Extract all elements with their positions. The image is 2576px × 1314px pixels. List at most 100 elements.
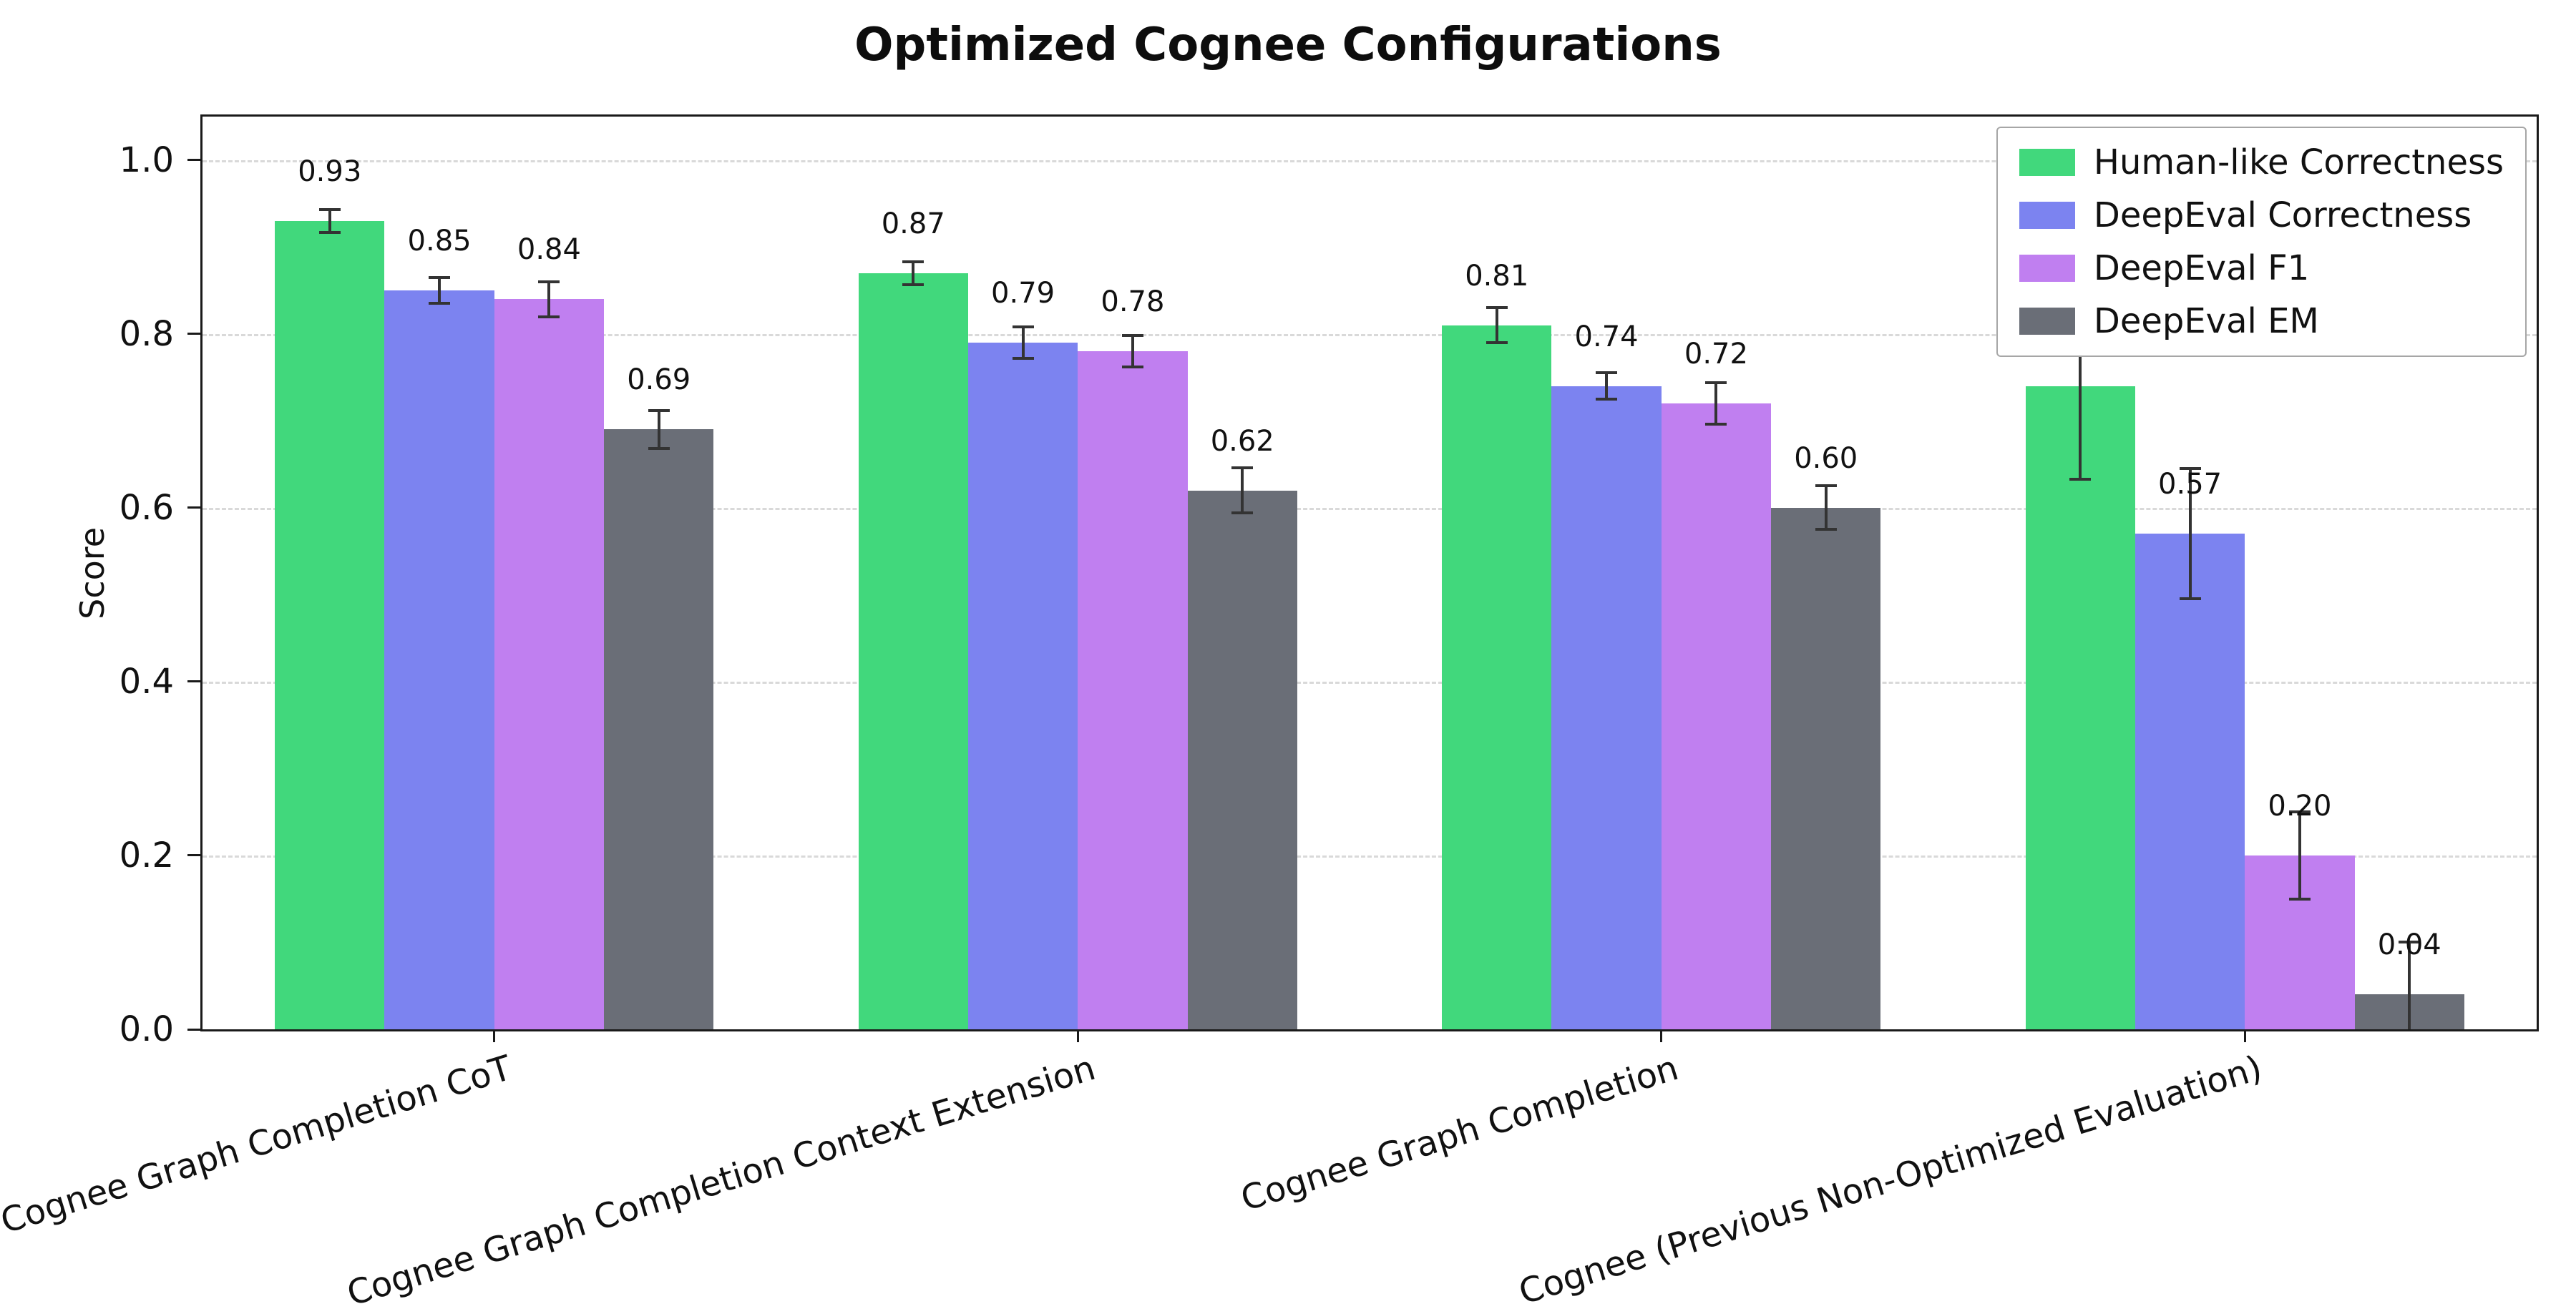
y-axis-label: Score <box>73 526 112 619</box>
bar-value-label: 0.74 <box>1574 320 1639 353</box>
y-tick-label: 0.2 <box>119 835 174 876</box>
error-bar-cap-top <box>538 280 560 283</box>
legend-entry: DeepEval EM <box>2019 301 2504 341</box>
error-bar-cap-top <box>1815 484 1837 488</box>
x-tick-mark <box>493 1029 496 1042</box>
error-bar <box>912 261 915 285</box>
error-bar-cap-bottom <box>2179 597 2201 601</box>
error-bar <box>547 281 551 317</box>
error-bar <box>328 210 331 232</box>
error-bar-cap-bottom <box>1231 511 1254 515</box>
y-tick-mark <box>187 506 200 509</box>
error-bar <box>1241 467 1244 514</box>
legend-swatch <box>2019 149 2075 176</box>
bar-value-label: 0.87 <box>881 207 945 240</box>
h-gridline <box>203 681 2537 684</box>
bar <box>967 342 1078 1029</box>
y-tick-mark <box>187 1028 200 1031</box>
y-tick-mark <box>187 854 200 857</box>
y-tick-mark <box>187 159 200 162</box>
error-bar-cap-bottom <box>648 447 670 451</box>
error-bar <box>657 410 660 449</box>
bar-value-label: 0.79 <box>991 276 1055 310</box>
bar-value-label: 0.04 <box>2377 928 2441 962</box>
x-tick-label: Cognee Graph Completion <box>1236 1048 1684 1220</box>
bar-value-label: 0.85 <box>407 225 472 258</box>
h-gridline <box>203 855 2537 858</box>
error-bar <box>2079 293 2082 479</box>
x-tick-mark <box>1660 1029 1663 1042</box>
legend-label: DeepEval Correctness <box>2093 195 2472 235</box>
h-gridline <box>203 507 2537 510</box>
error-bar-cap-top <box>648 408 670 412</box>
legend-entry: DeepEval Correctness <box>2019 195 2504 235</box>
legend: Human-like Correctness DeepEval Correctne… <box>1996 127 2527 357</box>
y-tick-label: 0.8 <box>119 313 174 354</box>
error-bar <box>1131 335 1134 367</box>
error-bar-cap-top <box>902 260 924 263</box>
legend-swatch <box>2019 202 2075 229</box>
error-bar-cap-top <box>1485 306 1508 310</box>
error-bar-cap-top <box>1121 334 1143 338</box>
x-tick-mark <box>1076 1029 1079 1042</box>
legend-swatch <box>2019 308 2075 335</box>
legend-label: DeepEval F1 <box>2093 248 2310 288</box>
bar-value-label: 0.20 <box>2268 789 2332 823</box>
error-bar-cap-top <box>1231 466 1254 469</box>
bar-value-label: 0.72 <box>1684 338 1748 371</box>
y-tick-label: 0.0 <box>119 1009 174 1049</box>
error-bar-cap-top <box>318 208 341 212</box>
error-bar-cap-top <box>2399 941 2421 944</box>
error-bar <box>1021 327 1025 358</box>
error-bar-cap-bottom <box>2288 897 2311 901</box>
bar <box>1442 325 1552 1029</box>
error-bar-cap-bottom <box>902 283 924 286</box>
bar <box>384 290 494 1029</box>
y-axis-label-wrap: Score <box>60 114 125 1031</box>
bar <box>2025 386 2135 1029</box>
error-bar-cap-top <box>1705 381 1727 384</box>
error-bar <box>1495 308 1498 343</box>
y-tick-label: 0.6 <box>119 487 174 528</box>
y-tick-label: 1.0 <box>119 139 174 180</box>
error-bar-cap-bottom <box>429 302 451 305</box>
y-tick-mark <box>187 680 200 683</box>
bar-value-label: 0.57 <box>2158 468 2223 501</box>
error-bar-cap-bottom <box>1815 528 1837 531</box>
legend-swatch <box>2019 255 2075 282</box>
error-bar-cap-bottom <box>1121 365 1143 368</box>
h-gridline <box>203 160 2537 162</box>
error-bar-cap-bottom <box>1596 397 1618 401</box>
bar <box>1551 386 1662 1029</box>
error-bar <box>2188 469 2192 599</box>
legend-label: DeepEval EM <box>2093 301 2319 341</box>
x-tick-mark <box>2243 1029 2246 1042</box>
error-bar <box>1605 373 1609 399</box>
bar <box>1078 351 1188 1029</box>
bar-value-label: 0.62 <box>1210 424 1274 458</box>
error-bar-cap-bottom <box>538 315 560 318</box>
y-tick-label: 0.4 <box>119 661 174 702</box>
legend-label: Human-like Correctness <box>2093 142 2504 182</box>
error-bar-cap-top <box>2288 810 2311 814</box>
error-bar-cap-bottom <box>2069 477 2092 481</box>
bar <box>1661 403 1772 1029</box>
y-tick-mark <box>187 333 200 335</box>
bar <box>2135 534 2245 1029</box>
bar <box>494 299 605 1029</box>
bar <box>604 429 714 1029</box>
error-bar-cap-top <box>1012 325 1034 329</box>
bar-value-label: 0.69 <box>627 363 691 397</box>
bar <box>1771 507 1881 1029</box>
bar-value-label: 0.84 <box>517 233 581 267</box>
bar <box>858 273 968 1029</box>
error-bar <box>1714 382 1718 425</box>
error-bar-cap-bottom <box>1012 356 1034 360</box>
legend-entry: DeepEval F1 <box>2019 248 2504 288</box>
error-bar-cap-top <box>429 275 451 279</box>
h-gridline <box>203 333 2537 336</box>
bar-value-label: 0.81 <box>1465 259 1529 293</box>
chart-title: Optimized Cognee Configurations <box>854 19 1722 72</box>
bar <box>275 220 385 1029</box>
